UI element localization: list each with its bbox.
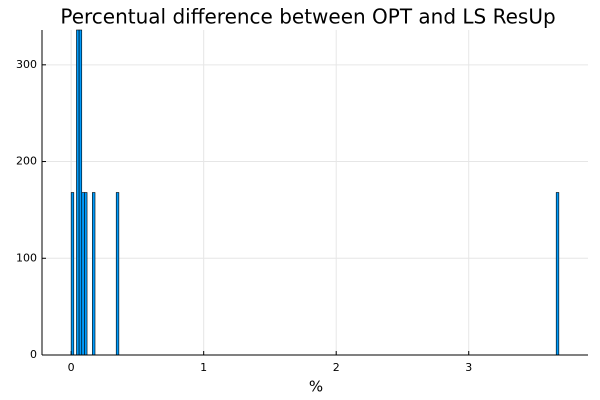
histogram-bar [555,192,560,356]
histogram-bar [92,192,96,356]
x-axis-label: % [309,378,323,396]
y-tick-label: 200 [16,155,37,168]
histogram-bar [84,192,88,356]
x-tick-label: 0 [68,361,75,374]
grid [42,30,588,356]
histogram-bar [115,192,120,356]
bars [70,29,560,356]
y-tick-label: 100 [16,251,37,264]
chart-title: Percentual difference between OPT and LS… [60,5,555,29]
x-tick-label: 2 [333,361,340,374]
histogram-bar [70,192,75,356]
histogram-bar [81,192,85,356]
x-tick-label: 1 [200,361,207,374]
histogram-bar [76,29,80,356]
axes [41,30,588,356]
y-tick-label: 0 [30,348,37,361]
y-tick-label: 300 [16,58,37,71]
histogram-bar [78,29,83,356]
x-tick-label: 3 [465,361,472,374]
tick-labels: 0 1 2 3 0 100 200 300 [16,58,472,374]
